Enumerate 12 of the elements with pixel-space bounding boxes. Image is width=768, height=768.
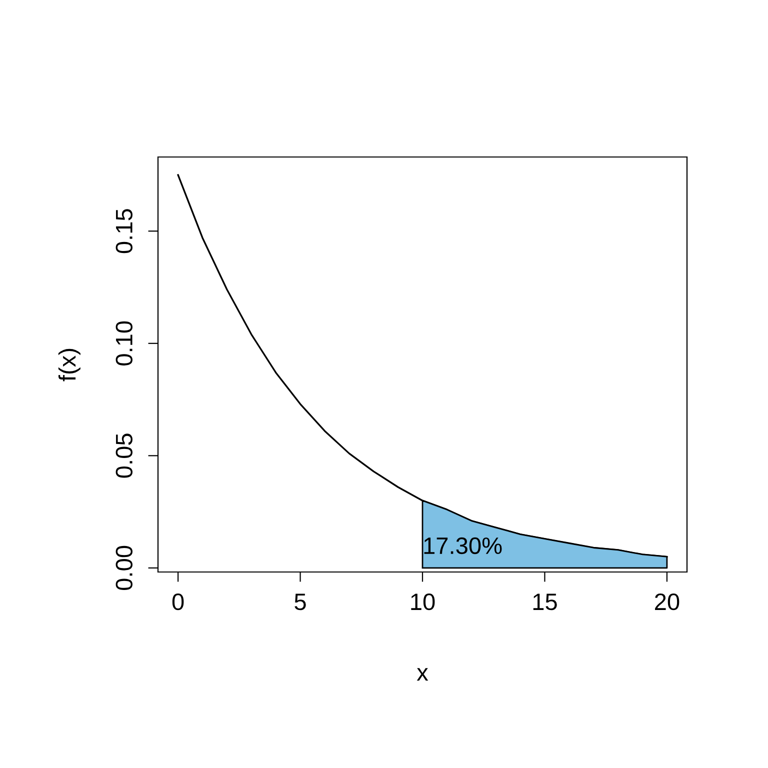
- x-axis-title: x: [416, 668, 428, 681]
- y-tick-label: 0.15: [116, 209, 132, 254]
- x-tick-label: 0: [172, 593, 184, 610]
- y-tick-label: 0.05: [116, 434, 132, 478]
- x-tick-label: 15: [533, 594, 557, 610]
- annotation: 17.30%: [424, 537, 502, 554]
- y-axis-title: f(x): [58, 348, 80, 382]
- y-tick-label: 0.00: [116, 546, 132, 590]
- x-tick-label: 10: [411, 593, 435, 610]
- x-tick-label: 20: [655, 593, 680, 610]
- y-tick-label: 0.10: [116, 321, 132, 366]
- x-tick-label: 5: [294, 594, 306, 610]
